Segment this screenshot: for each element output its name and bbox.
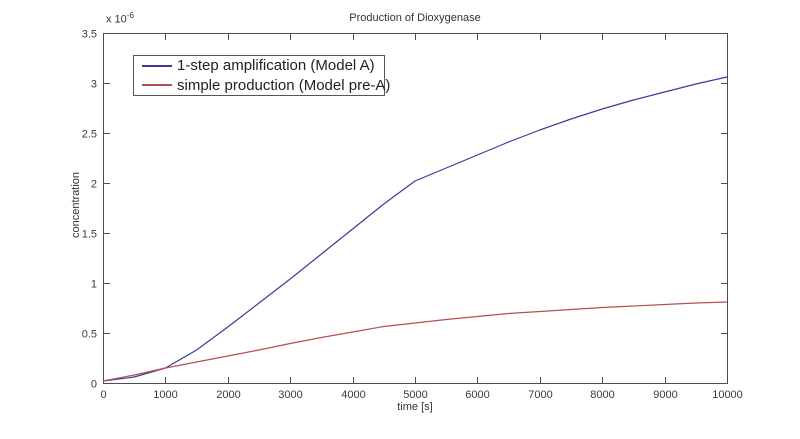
y-tick-label: 0.5 bbox=[82, 329, 97, 341]
chart-title: Production of Dioxygenase bbox=[349, 12, 481, 24]
x-tick-label: 7000 bbox=[528, 389, 552, 401]
x-tick-label: 1000 bbox=[153, 389, 177, 401]
y-tick-label: 1 bbox=[91, 279, 97, 291]
series-line-1 bbox=[102, 301, 728, 382]
x-tick-label: 3000 bbox=[278, 389, 302, 401]
legend-item-model-a: 1-step amplification (Model A) bbox=[134, 56, 384, 76]
y-tick-label: 3.5 bbox=[82, 29, 97, 41]
x-tick-label: 4000 bbox=[341, 389, 365, 401]
legend-label-model-a: 1-step amplification (Model A) bbox=[177, 57, 375, 75]
y-tick-label: 2.5 bbox=[82, 129, 97, 141]
x-tick-label: 6000 bbox=[465, 389, 489, 401]
x-tick-label: 0 bbox=[100, 389, 106, 401]
y-axis-exponent-power: -6 bbox=[126, 11, 134, 20]
legend-item-model-pre-a: simple production (Model pre-A) bbox=[134, 76, 390, 96]
y-axis-exponent: x 10-6 bbox=[106, 11, 134, 26]
series-line-0 bbox=[102, 76, 728, 382]
y-tick-label: 0 bbox=[91, 379, 97, 391]
y-axis-label: concentration bbox=[70, 171, 82, 239]
plot-box bbox=[103, 33, 728, 384]
legend-line-sample-red bbox=[142, 84, 172, 87]
y-tick-label: 3 bbox=[91, 79, 97, 91]
y-tick-label: 2 bbox=[91, 179, 97, 191]
x-tick-label: 9000 bbox=[653, 389, 677, 401]
y-tick-label: 1.5 bbox=[82, 229, 97, 241]
legend: 1-step amplification (Model A) simple pr… bbox=[133, 55, 390, 96]
x-tick-label: 8000 bbox=[590, 389, 614, 401]
legend-label-model-pre-a: simple production (Model pre-A) bbox=[177, 76, 391, 94]
x-tick-label: 10000 bbox=[712, 389, 743, 401]
x-axis-label: time [s] bbox=[397, 401, 433, 413]
y-axis-exponent-base: x 10 bbox=[106, 13, 127, 26]
x-tick-label: 2000 bbox=[216, 389, 240, 401]
x-tick-label: 5000 bbox=[403, 389, 427, 401]
legend-line-sample-blue bbox=[142, 64, 172, 67]
